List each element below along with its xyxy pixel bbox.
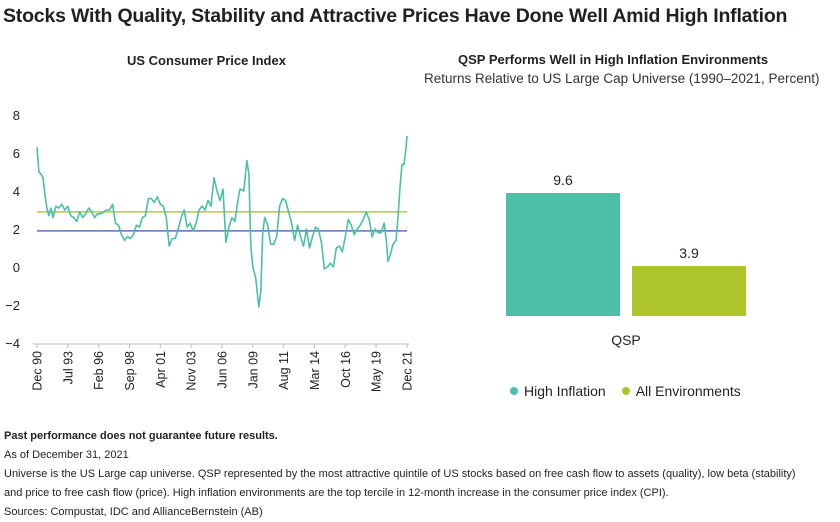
y-tick-label: 4 <box>13 184 20 199</box>
x-tick-label: Sep 98 <box>123 351 137 391</box>
y-tick-label: 8 <box>13 108 20 123</box>
footer-notes: Past performance does not guarantee futu… <box>4 427 836 522</box>
x-tick-label: Jan 09 <box>246 351 260 389</box>
bar-high-inflation <box>506 193 620 316</box>
main-title: Stocks With Quality, Stability and Attra… <box>3 5 788 27</box>
footer-note-2: and price to free cash flow (price). Hig… <box>4 487 669 499</box>
x-tick-label: Dec 21 <box>401 351 415 391</box>
cpi-series-line <box>36 135 408 308</box>
x-tick-label: Dec 90 <box>31 351 45 391</box>
x-tick-label: Mar 14 <box>308 351 322 390</box>
y-tick-label: −2 <box>5 298 20 313</box>
cpi-chart-title: US Consumer Price Index <box>127 53 286 68</box>
bar-value-label-all-environments: 3.9 <box>679 245 699 261</box>
x-tick-label: Jun 06 <box>216 351 230 389</box>
bar-all-environments <box>632 266 746 316</box>
footer-as-of: As of December 31, 2021 <box>4 449 129 461</box>
legend-swatch-all-environments <box>621 387 630 395</box>
y-tick-label: −4 <box>5 336 20 351</box>
footer-disclaimer: Past performance does not guarantee futu… <box>4 430 278 442</box>
bar-value-label-high-inflation: 9.6 <box>553 172 573 188</box>
y-tick-label: 2 <box>13 222 20 237</box>
qsp-bar-chart: 9.6 3.9 QSP <box>506 172 746 348</box>
legend-swatch-high-inflation <box>510 387 518 395</box>
y-tick-label: 6 <box>13 146 20 161</box>
legend-item-all-environments: All Environments <box>621 383 741 399</box>
cpi-line-chart: −4 −2 0 2 4 6 8 Dec 90 Jul 93 Feb 96 Sep 98 Apr 01 N… <box>5 108 415 392</box>
legend-label-all-environments: All Environments <box>635 383 741 399</box>
x-tick-label: May 19 <box>370 351 384 392</box>
legend-item-high-inflation: High Inflation <box>510 383 606 399</box>
x-tick-label: Aug 11 <box>277 351 291 390</box>
legend-label-high-inflation: High Inflation <box>524 383 606 399</box>
y-tick-label: 0 <box>13 260 20 275</box>
x-tick-label: Apr 01 <box>154 351 168 388</box>
x-tick-label: Jul 93 <box>61 351 75 384</box>
x-tick-label: Nov 03 <box>185 351 199 391</box>
bar-chart-title: QSP Performs Well in High Inflation Envi… <box>458 52 769 67</box>
category-label: QSP <box>611 332 641 348</box>
x-tick-label: Oct 16 <box>339 351 353 388</box>
bar-chart-subtitle: Returns Relative to US Large Cap Univers… <box>424 71 820 86</box>
footer-sources: Sources: Compustat, IDC and AllianceBern… <box>4 506 263 518</box>
footer-note-1: Universe is the US Large cap universe. Q… <box>4 468 796 480</box>
bar-legend: High Inflation All Environments <box>510 383 757 399</box>
x-tick-label: Feb 96 <box>92 351 106 390</box>
